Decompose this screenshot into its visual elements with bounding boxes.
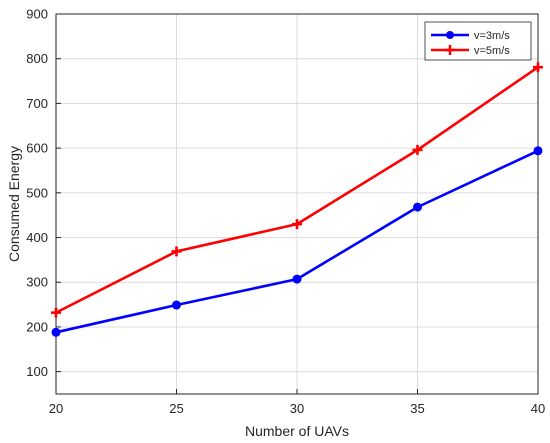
y-axis-title: Consumed Energy: [6, 146, 22, 262]
data-point: [533, 146, 543, 156]
y-tick-label: 400: [26, 230, 48, 245]
data-point: [51, 327, 61, 337]
x-tick-label: 25: [169, 401, 183, 416]
data-point: [51, 307, 61, 318]
data-point: [412, 144, 423, 155]
legend-box: [424, 21, 532, 61]
y-tick-label: 500: [26, 185, 48, 200]
series-1: [51, 146, 543, 337]
data-point: [172, 300, 181, 310]
y-tick-label: 700: [26, 96, 48, 111]
data-point: [292, 219, 302, 230]
legend-label-v5: v=5m/s: [474, 45, 510, 57]
data-point: [533, 62, 543, 73]
y-tick-label: 900: [26, 7, 48, 22]
y-tick-label: 600: [26, 141, 48, 156]
legend-label-v3: v=3m/s: [474, 30, 510, 42]
legend-marker-v3: [446, 31, 454, 39]
data-point: [292, 274, 302, 284]
x-tick-label: 30: [290, 401, 304, 416]
legend: v=3m/s v=5m/s: [424, 21, 532, 61]
y-tick-label: 200: [26, 319, 48, 334]
x-tick-label: 40: [531, 401, 545, 416]
axis-ticks: 20 25 30 35 40 100 200 300 400 500 600 700 800 900: [26, 7, 545, 417]
x-tick-label: 20: [49, 401, 63, 416]
series-2: [51, 62, 543, 318]
x-axis-title: Number of UAVs: [245, 423, 349, 439]
x-tick-label: 35: [410, 401, 424, 416]
y-tick-label: 800: [26, 51, 48, 66]
data-point: [413, 202, 422, 212]
data-point: [171, 246, 182, 257]
y-tick-label: 100: [26, 364, 48, 379]
series-group: [51, 62, 543, 337]
y-tick-label: 300: [26, 275, 48, 290]
legend-marker-v5: [445, 45, 455, 55]
